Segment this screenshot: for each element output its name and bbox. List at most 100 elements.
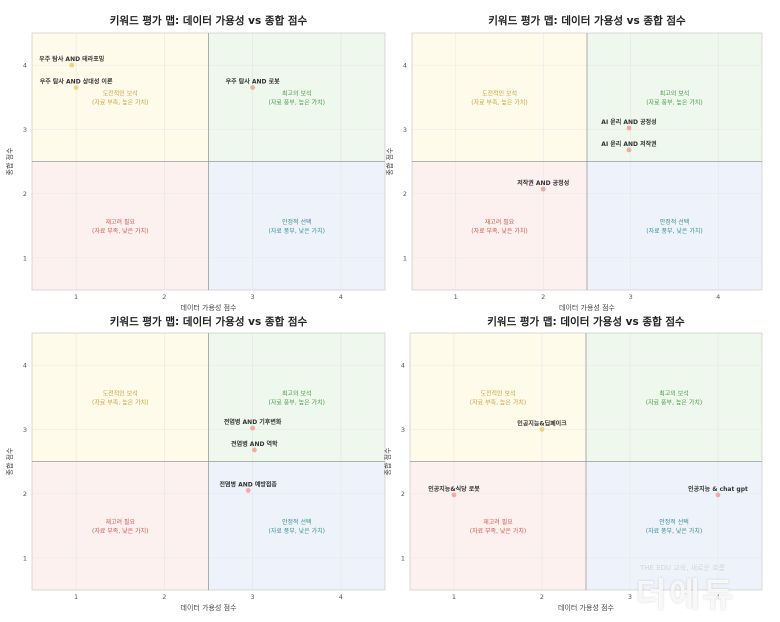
chart-title: 키워드 평가 맵: 데이터 가용성 vs 종합 점수 <box>110 14 308 27</box>
quadrant-subtitle-bottom-left: (자료 부족, 낮은 가치) <box>470 527 526 535</box>
quadrant-subtitle-top-left: (자료 부족, 높은 가치) <box>471 98 527 106</box>
x-tick-label: 3 <box>629 293 633 301</box>
quadrant-title-bottom-right: 안정적 선택 <box>660 218 690 226</box>
quadrant-subtitle-top-right: (자료 풍부, 높은 가치) <box>269 398 325 406</box>
data-point-label: 전염병 AND 기후변화 <box>224 418 282 426</box>
quadrant-title-top-left: 도전적인 보석 <box>103 389 138 397</box>
x-axis-label: 데이터 가용성 점수 <box>559 303 616 312</box>
quadrant-title-bottom-left: 재고려 필요 <box>485 218 515 226</box>
data-point[interactable] <box>626 125 632 131</box>
data-point[interactable] <box>451 492 457 498</box>
y-tick-label: 2 <box>23 490 27 498</box>
data-point[interactable] <box>250 85 256 91</box>
chart-title: 키워드 평가 맵: 데이터 가용성 vs 종합 점수 <box>110 315 308 328</box>
x-tick-label: 4 <box>339 593 343 601</box>
data-point-label: 우주 탐사 AND 상대성 이론 <box>40 78 113 86</box>
x-axis-label: 데이터 가용성 점수 <box>181 603 238 612</box>
x-tick-label: 3 <box>251 293 255 301</box>
quadrant-subtitle-bottom-right: (자료 풍부, 낮은 가치) <box>269 527 325 535</box>
y-tick-label: 1 <box>23 554 27 562</box>
y-tick-label: 3 <box>401 426 405 434</box>
data-point-label: 인공지능 & chat gpt <box>688 485 748 493</box>
x-tick-label: 4 <box>716 593 720 601</box>
quadrant-subtitle-top-left: (자료 부족, 높은 가치) <box>92 398 148 406</box>
data-point-label: AI 윤리 AND 저작권 <box>601 140 657 148</box>
quadrant-title-top-left: 도전적인 보석 <box>103 89 138 97</box>
y-tick-label: 1 <box>23 254 27 262</box>
y-tick-label: 4 <box>23 362 27 370</box>
y-axis-label: 종합 점수 <box>383 447 392 476</box>
quadrant-subtitle-bottom-right: (자료 풍부, 낮은 가치) <box>646 227 702 235</box>
x-tick-label: 2 <box>162 593 166 601</box>
x-tick-label: 2 <box>162 293 166 301</box>
x-tick-label: 1 <box>452 593 456 601</box>
quadrant-top-right <box>208 333 385 462</box>
y-tick-label: 1 <box>403 254 407 262</box>
y-tick-label: 3 <box>403 126 407 134</box>
x-tick-label: 1 <box>74 293 78 301</box>
x-tick-label: 4 <box>716 293 720 301</box>
x-tick-label: 1 <box>74 593 78 601</box>
y-tick-label: 2 <box>23 190 27 198</box>
y-axis-label: 종합 점수 <box>5 447 14 476</box>
x-tick-label: 2 <box>540 593 544 601</box>
quadrant-title-top-right: 최고의 보석 <box>660 89 690 97</box>
data-point[interactable] <box>715 492 721 498</box>
data-point-label: AI 윤리 AND 공정성 <box>601 118 656 126</box>
chart-title: 키워드 평가 맵: 데이터 가용성 vs 종합 점수 <box>488 14 686 27</box>
data-point-label: 인공지능&식당 로봇 <box>428 485 480 493</box>
quadrant-top-left <box>32 333 209 462</box>
y-tick-label: 3 <box>23 426 27 434</box>
quadrant-top-right <box>208 33 385 162</box>
y-tick-label: 2 <box>403 190 407 198</box>
y-tick-label: 4 <box>403 62 407 70</box>
data-point[interactable] <box>73 85 79 91</box>
data-point[interactable] <box>539 426 545 432</box>
data-point[interactable] <box>626 147 632 153</box>
x-axis-label: 데이터 가용성 점수 <box>558 603 615 612</box>
quadrant-subtitle-top-left: (자료 부족, 높은 가치) <box>470 398 526 406</box>
quadrant-top-right <box>586 333 762 462</box>
quadrant-subtitle-top-right: (자료 풍부, 높은 가치) <box>646 398 702 406</box>
quadrant-bottom-right <box>208 461 385 590</box>
x-axis-label: 데이터 가용성 점수 <box>181 303 238 312</box>
chart-title: 키워드 평가 맵: 데이터 가용성 vs 종합 점수 <box>487 315 685 328</box>
quadrant-title-top-right: 최고의 보석 <box>282 389 312 397</box>
data-point-label: 인공지능&딥페이크 <box>517 419 567 427</box>
quadrant-subtitle-top-right: (자료 풍부, 높은 가치) <box>269 98 325 106</box>
quadrant-bottom-right <box>586 461 762 590</box>
x-tick-label: 3 <box>251 593 255 601</box>
x-tick-label: 2 <box>541 293 545 301</box>
quadrant-title-bottom-right: 안정적 선택 <box>282 518 312 526</box>
data-point[interactable] <box>69 62 75 68</box>
x-tick-label: 1 <box>454 293 458 301</box>
data-point[interactable] <box>245 488 251 493</box>
data-point[interactable] <box>251 447 257 453</box>
data-point-label: 저작권 AND 공정성 <box>517 179 569 187</box>
quadrant-bottom-left <box>32 161 209 290</box>
x-tick-label: 3 <box>628 593 632 601</box>
quadrant-title-top-left: 도전적인 보석 <box>480 389 515 397</box>
y-tick-label: 4 <box>401 362 405 370</box>
quadrant-title-top-right: 최고의 보석 <box>659 389 689 397</box>
data-point-label: 우주 탐사 AND 테라포밍 <box>39 55 104 63</box>
quadrant-bottom-right <box>587 161 762 290</box>
y-tick-label: 1 <box>401 554 405 562</box>
data-point-label: 전염병 AND 역학 <box>231 440 278 448</box>
y-tick-label: 3 <box>23 126 27 134</box>
quadrant-title-bottom-left: 재고려 필요 <box>105 218 135 226</box>
quadrant-subtitle-top-left: (자료 부족, 높은 가치) <box>92 98 148 106</box>
quadrant-title-bottom-right: 안정적 선택 <box>659 518 689 526</box>
quadrant-subtitle-bottom-right: (자료 풍부, 낮은 가치) <box>646 527 702 535</box>
quadrant-top-right <box>587 33 762 162</box>
quadrant-top-left <box>410 333 586 462</box>
data-point[interactable] <box>250 425 256 431</box>
quadrant-subtitle-bottom-left: (자료 부족, 낮은 가치) <box>92 527 148 535</box>
quadrant-title-bottom-right: 안정적 선택 <box>282 218 312 226</box>
quadrant-subtitle-bottom-left: (자료 부족, 낮은 가치) <box>92 227 148 235</box>
quadrant-subtitle-bottom-left: (자료 부족, 낮은 가치) <box>471 227 527 235</box>
data-point-label: 우주 탐사 AND 로봇 <box>226 78 281 86</box>
quadrant-bottom-right <box>208 161 385 290</box>
data-point[interactable] <box>540 186 546 192</box>
quadrant-title-bottom-left: 재고려 필요 <box>105 518 135 526</box>
